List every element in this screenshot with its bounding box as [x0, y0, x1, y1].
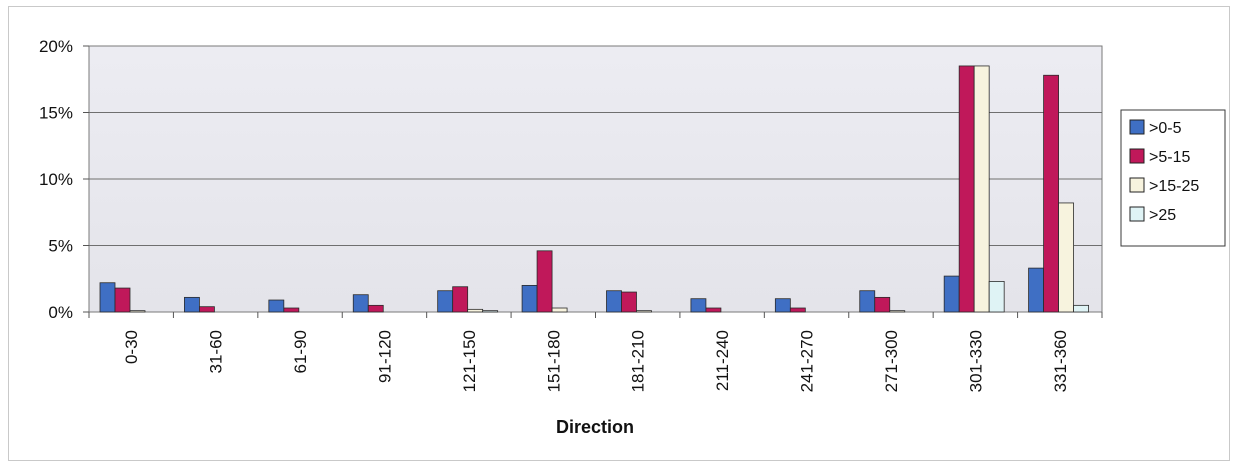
bar-271-300-05 [859, 290, 876, 313]
y-tick-label: 10% [39, 170, 73, 189]
x-tick-label: 181-210 [629, 330, 648, 392]
bar-301-330-05 [943, 275, 960, 313]
x-tick-label: 241-270 [798, 330, 817, 392]
y-tick-label: 5% [48, 237, 73, 256]
y-axis: 0% 5% 10% 15% 20% [39, 37, 89, 322]
bar-31-60-515 [199, 306, 215, 313]
bar-0-30-05 [99, 282, 116, 313]
gridlines [89, 112, 1102, 246]
bar-181-210-1525 [636, 310, 652, 313]
x-axis: 0-30 31-60 61-90 91-120 121-150 151-180 181-21… [88, 312, 1103, 392]
bar-331-360-25 [1073, 304, 1089, 313]
bar-91-120-05 [352, 294, 369, 313]
bar-61-90-05 [268, 299, 285, 313]
x-axis-label: Direction [556, 417, 634, 437]
y-tick-label: 20% [39, 37, 73, 56]
bar-211-240-515 [705, 307, 722, 313]
bar-61-90-515 [283, 307, 300, 313]
legend-label: >15-25 [1149, 178, 1199, 195]
x-tick-label: 331-360 [1051, 330, 1070, 392]
bar-301-330-1525 [973, 65, 990, 313]
bar-0-30-1525 [129, 310, 146, 313]
bar-241-270-05 [774, 298, 791, 313]
bar-211-240-05 [690, 298, 707, 313]
legend-label: >25 [1149, 207, 1176, 224]
legend-swatch [1129, 177, 1145, 193]
bar-271-300-515 [874, 296, 891, 313]
bar-331-360-515 [1043, 74, 1059, 313]
x-tick-label: 211-240 [713, 330, 732, 391]
x-tick-label: 271-300 [882, 330, 901, 392]
x-tick-label: 31-60 [207, 330, 226, 373]
bar-181-210-05 [606, 290, 622, 313]
bar-301-330-25 [988, 281, 1005, 313]
bar-0-30-515 [114, 287, 131, 313]
bar-121-150-25 [482, 310, 499, 313]
bar-331-360-1525 [1058, 202, 1074, 313]
bar-121-150-05 [437, 290, 454, 313]
legend-label: >0-5 [1149, 120, 1182, 137]
x-tick-label: 151-180 [544, 330, 563, 392]
legend-swatch [1129, 206, 1145, 222]
bars [99, 65, 1089, 313]
bar-151-180-1525 [551, 307, 568, 313]
bar-31-60-05 [184, 296, 200, 313]
legend-swatch [1129, 119, 1145, 135]
bar-331-360-05 [1028, 267, 1044, 313]
bar-121-150-515 [452, 286, 469, 313]
legend: >0-5 >5-15 >15-25 >25 [1120, 109, 1226, 247]
legend-swatch [1129, 148, 1145, 164]
bar-151-180-05 [521, 284, 538, 313]
bar-241-270-515 [789, 307, 806, 313]
y-tick-label: 15% [39, 104, 73, 123]
legend-label: >5-15 [1149, 149, 1190, 166]
bar-151-180-515 [536, 250, 553, 313]
bar-181-210-515 [621, 291, 637, 313]
bar-121-150-1525 [467, 308, 484, 313]
x-tick-label: 61-90 [291, 330, 310, 373]
x-tick-label: 91-120 [375, 330, 394, 383]
x-tick-label: 0-30 [122, 330, 141, 364]
y-tick-label: 0% [48, 303, 73, 322]
bar-91-120-515 [367, 304, 384, 313]
bar-301-330-515 [958, 65, 975, 313]
x-tick-label: 121-150 [460, 330, 479, 392]
bar-271-300-1525 [889, 310, 906, 313]
x-tick-label: 301-330 [966, 330, 985, 392]
